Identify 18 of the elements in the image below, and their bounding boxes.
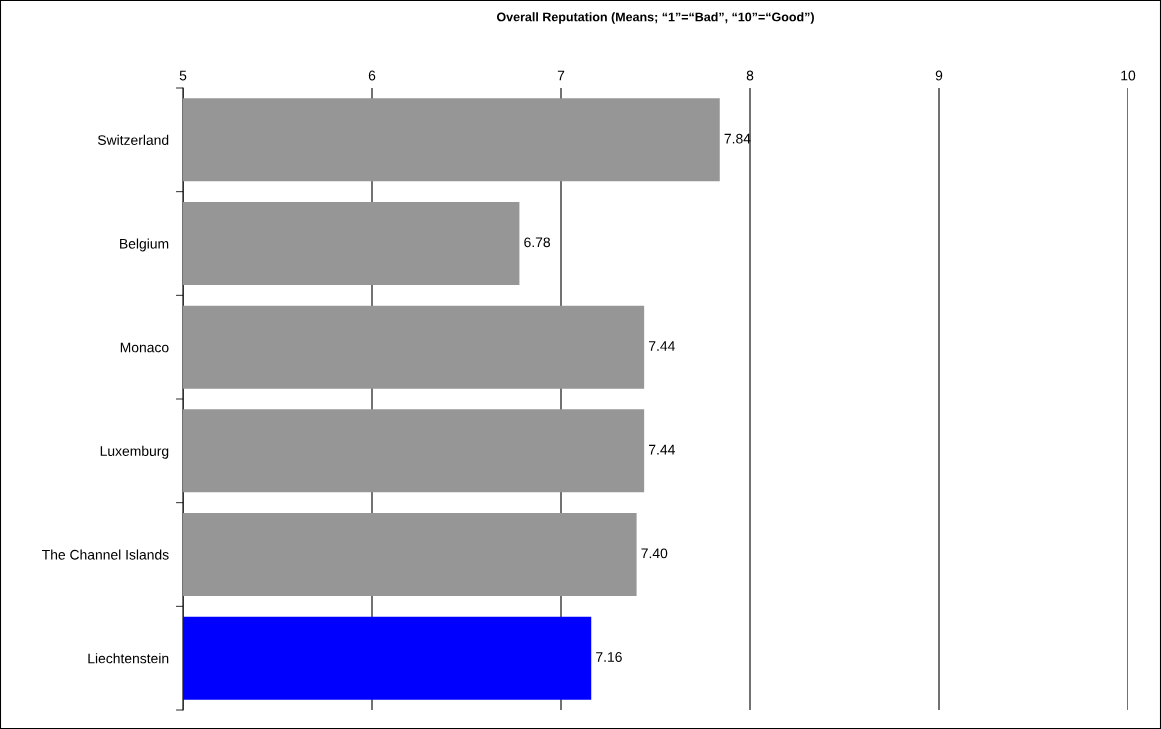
y-tick-label: Belgium [120,238,169,252]
chart-title: Overall Reputation (Means; “1”=“Bad”, “10”=“Good”) [496,12,814,24]
y-tick-label: Liechtenstein [88,653,169,664]
data-label: 7.44 [649,444,675,455]
y-tick-label: Switzerland [97,134,169,145]
x-tick-label: 7 [557,70,565,81]
x-tick-label: 5 [179,70,187,81]
data-label: 7.40 [641,548,668,559]
data-label: 7.44 [649,341,675,351]
x-tick-label: 6 [368,70,376,81]
data-label: 7.16 [596,652,622,662]
x-tick-label: 10 [1121,70,1136,81]
x-tick-label: 9 [935,70,943,81]
y-tick-label: Luxemburg [100,445,169,459]
data-label: 6.78 [524,237,551,248]
y-tick-label: The Channel Islands [42,549,169,560]
y-tick-label: Monaco [120,342,169,353]
x-tick-label: 8 [746,70,754,81]
